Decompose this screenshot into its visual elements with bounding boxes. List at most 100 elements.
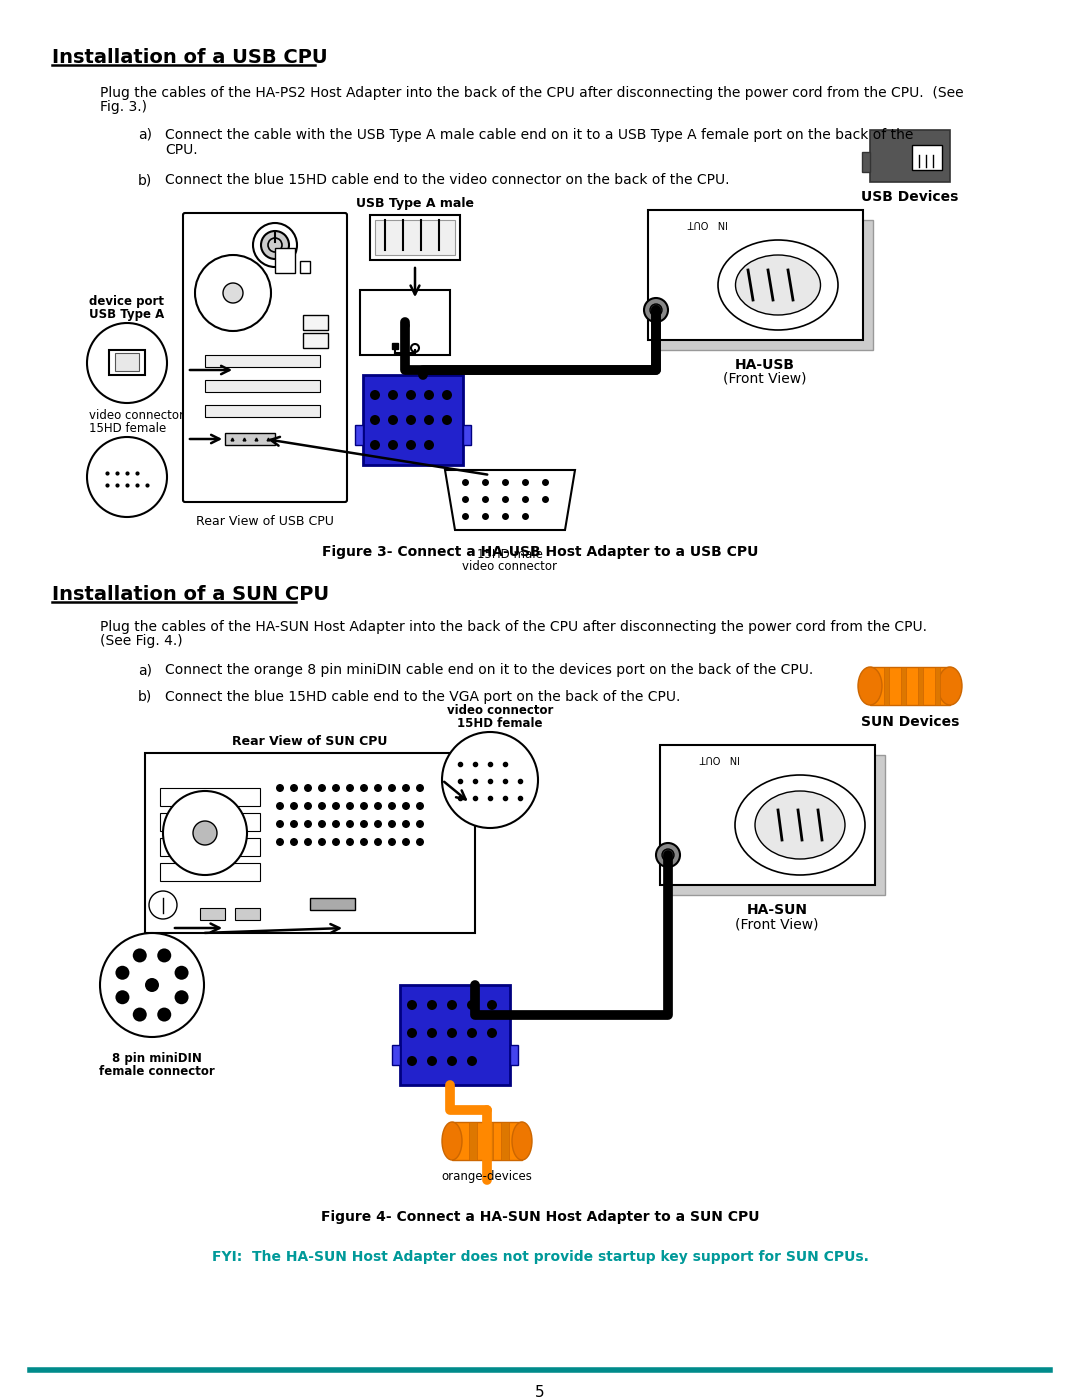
Bar — [360, 291, 450, 355]
Bar — [310, 898, 355, 909]
Circle shape — [374, 784, 382, 792]
Circle shape — [133, 1007, 147, 1021]
Circle shape — [100, 933, 204, 1037]
Ellipse shape — [735, 775, 865, 875]
Bar — [205, 405, 320, 416]
Bar — [205, 380, 320, 393]
Bar — [109, 351, 145, 374]
Circle shape — [370, 415, 380, 425]
Circle shape — [427, 1056, 437, 1066]
Bar — [870, 666, 950, 705]
Circle shape — [158, 949, 172, 963]
Circle shape — [291, 802, 298, 810]
Circle shape — [318, 802, 326, 810]
Bar — [453, 1122, 522, 1160]
Circle shape — [222, 284, 243, 303]
Bar — [485, 1122, 492, 1160]
Circle shape — [291, 820, 298, 828]
Circle shape — [416, 838, 424, 847]
Circle shape — [424, 415, 434, 425]
Circle shape — [163, 791, 247, 875]
Text: CPU.: CPU. — [165, 142, 198, 156]
Circle shape — [388, 440, 399, 450]
Text: (See Fig. 4.): (See Fig. 4.) — [100, 634, 183, 648]
Bar — [660, 745, 875, 886]
Circle shape — [253, 224, 297, 267]
Bar — [160, 838, 260, 856]
Bar — [145, 753, 475, 933]
Circle shape — [442, 390, 453, 400]
Text: Figure 4- Connect a HA-SUN Host Adapter to a SUN CPU: Figure 4- Connect a HA-SUN Host Adapter … — [321, 1210, 759, 1224]
Bar — [375, 219, 455, 256]
Bar — [658, 219, 873, 351]
Circle shape — [407, 1000, 417, 1010]
Circle shape — [276, 838, 284, 847]
Circle shape — [346, 838, 354, 847]
Circle shape — [388, 390, 399, 400]
Text: Rear View of USB CPU: Rear View of USB CPU — [197, 515, 334, 528]
Text: Installation of a SUN CPU: Installation of a SUN CPU — [52, 585, 329, 604]
Circle shape — [424, 390, 434, 400]
Text: (Front View): (Front View) — [724, 372, 807, 386]
Text: Plug the cables of the HA-PS2 Host Adapter into the back of the CPU after discon: Plug the cables of the HA-PS2 Host Adapt… — [100, 87, 963, 101]
Circle shape — [303, 838, 312, 847]
Circle shape — [388, 838, 396, 847]
Text: 8 pin miniDIN: 8 pin miniDIN — [112, 1052, 202, 1065]
Bar — [235, 908, 260, 921]
Text: IN   OUT: IN OUT — [700, 753, 740, 763]
Circle shape — [360, 802, 368, 810]
Circle shape — [195, 256, 271, 331]
Circle shape — [442, 732, 538, 828]
Bar — [912, 145, 942, 170]
Ellipse shape — [512, 1122, 532, 1160]
Bar — [463, 425, 471, 446]
Bar — [114, 353, 139, 372]
Circle shape — [402, 820, 410, 828]
Circle shape — [374, 802, 382, 810]
Text: IN   OUT: IN OUT — [688, 218, 728, 228]
Circle shape — [374, 838, 382, 847]
Bar — [935, 666, 940, 705]
Circle shape — [427, 1000, 437, 1010]
Circle shape — [116, 990, 130, 1004]
Circle shape — [416, 784, 424, 792]
Text: 5: 5 — [536, 1384, 544, 1397]
Text: a): a) — [138, 664, 152, 678]
Circle shape — [332, 802, 340, 810]
Circle shape — [416, 802, 424, 810]
Circle shape — [318, 820, 326, 828]
FancyBboxPatch shape — [183, 212, 347, 502]
Circle shape — [406, 390, 416, 400]
Circle shape — [276, 820, 284, 828]
Text: a): a) — [138, 129, 152, 142]
Circle shape — [467, 1000, 477, 1010]
Bar — [469, 1122, 477, 1160]
Circle shape — [303, 784, 312, 792]
Circle shape — [291, 838, 298, 847]
Circle shape — [303, 820, 312, 828]
Bar — [870, 130, 950, 182]
Circle shape — [487, 1028, 497, 1038]
Circle shape — [116, 965, 130, 979]
Ellipse shape — [442, 1122, 462, 1160]
Circle shape — [388, 820, 396, 828]
Text: Rear View of SUN CPU: Rear View of SUN CPU — [232, 735, 388, 747]
Ellipse shape — [858, 666, 882, 705]
Bar — [363, 374, 463, 465]
Text: Figure 3- Connect a HA-USB Host Adapter to a USB CPU: Figure 3- Connect a HA-USB Host Adapter … — [322, 545, 758, 559]
Circle shape — [407, 1028, 417, 1038]
Circle shape — [276, 802, 284, 810]
Circle shape — [402, 838, 410, 847]
Circle shape — [346, 802, 354, 810]
Circle shape — [261, 231, 289, 258]
Bar — [918, 666, 923, 705]
Bar — [370, 215, 460, 260]
Circle shape — [406, 440, 416, 450]
Text: video connector: video connector — [462, 560, 557, 573]
Circle shape — [318, 838, 326, 847]
Text: b): b) — [138, 690, 152, 704]
Circle shape — [467, 1028, 477, 1038]
Text: Connect the blue 15HD cable end to the video connector on the back of the CPU.: Connect the blue 15HD cable end to the v… — [165, 173, 729, 187]
Text: HA-USB: HA-USB — [735, 358, 795, 372]
Text: 15HD male: 15HD male — [477, 548, 543, 562]
